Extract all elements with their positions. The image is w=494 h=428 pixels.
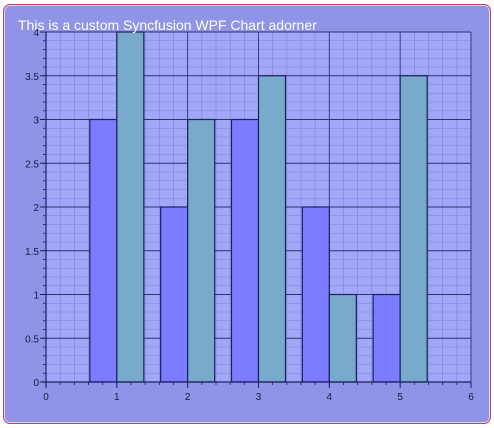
- bar-series-2-x5: [400, 76, 427, 382]
- x-tick-label: 2: [185, 392, 191, 403]
- x-tick-label: 1: [114, 392, 120, 403]
- chart-frame: 0 0.5 1 1.5 2 2.5 3 3.5 4 0 1 2 3 4 5 6 This is a custo…: [3, 4, 491, 424]
- bar-series-1-x4: [302, 207, 329, 382]
- y-tick-label: 2: [33, 203, 39, 214]
- bar-series-2-x4: [329, 295, 356, 383]
- y-tick-label: 1: [33, 291, 39, 302]
- chart-plot: 00.511.522.533.540 1 2 3 4 5 6: [4, 5, 490, 423]
- x-tick-label: 0: [43, 392, 49, 403]
- chart-title: This is a custom Syncfusion WPF Chart ad…: [18, 17, 317, 33]
- y-tick-label: 2.5: [25, 159, 39, 170]
- y-tick-label: 3.5: [25, 72, 39, 83]
- y-tick-label: 0: [33, 378, 39, 389]
- x-tick-label: 3: [256, 392, 262, 403]
- y-tick-label: 3: [33, 116, 39, 127]
- x-tick-label: 5: [397, 392, 403, 403]
- bar-series-2-x2: [188, 120, 215, 383]
- y-tick-label: 1.5: [25, 247, 39, 258]
- bar-series-1-x1: [90, 120, 117, 383]
- bar-series-2-x1: [117, 32, 144, 382]
- bar-series-1-x3: [232, 120, 259, 383]
- bar-series-1-x5: [373, 295, 400, 383]
- bar-series-1-x2: [161, 207, 188, 382]
- x-tick-label: 6: [468, 392, 474, 403]
- y-tick-label: 0.5: [25, 334, 39, 345]
- x-tick-label: 4: [327, 392, 333, 403]
- bar-series-2-x3: [259, 76, 286, 382]
